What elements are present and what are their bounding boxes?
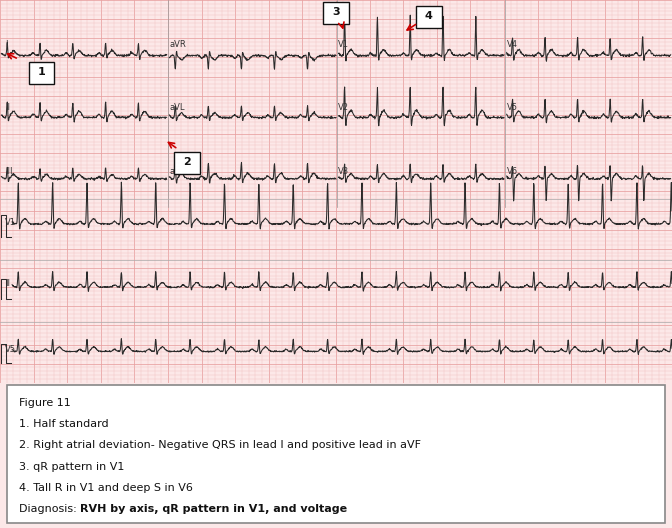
Text: 2. Right atrial deviation- Negative QRS in lead I and positive lead in aVF: 2. Right atrial deviation- Negative QRS … xyxy=(19,440,421,450)
Text: 4. Tall R in V1 and deep S in V6: 4. Tall R in V1 and deep S in V6 xyxy=(19,483,192,493)
Bar xyxy=(174,152,200,174)
Text: aVF: aVF xyxy=(169,166,185,175)
Text: 1. Half standard: 1. Half standard xyxy=(19,419,108,429)
Text: V1: V1 xyxy=(5,218,16,227)
Bar xyxy=(416,6,442,29)
Text: V3: V3 xyxy=(338,166,349,175)
Text: RVH by axis, qR pattern in V1, and voltage: RVH by axis, qR pattern in V1, and volta… xyxy=(80,504,347,514)
Text: I: I xyxy=(5,40,8,49)
Bar xyxy=(29,62,54,84)
Text: III: III xyxy=(5,166,13,175)
Text: aVR: aVR xyxy=(169,40,186,49)
Text: 3: 3 xyxy=(332,7,340,17)
Text: 4: 4 xyxy=(425,11,433,21)
Bar xyxy=(323,2,349,24)
Text: V2: V2 xyxy=(338,103,349,112)
Text: V6: V6 xyxy=(507,166,519,175)
Text: II: II xyxy=(5,279,10,288)
Text: V1: V1 xyxy=(338,40,349,49)
Text: 1: 1 xyxy=(38,67,46,77)
Text: aVL: aVL xyxy=(169,103,185,112)
Text: Figure 11: Figure 11 xyxy=(19,398,71,408)
Text: 2: 2 xyxy=(183,156,191,166)
Text: II: II xyxy=(5,103,10,112)
Text: V5: V5 xyxy=(507,103,518,112)
Text: V5: V5 xyxy=(5,344,16,354)
Text: V4: V4 xyxy=(507,40,518,49)
Text: 3. qR pattern in V1: 3. qR pattern in V1 xyxy=(19,461,124,472)
Text: Diagnosis:: Diagnosis: xyxy=(19,504,80,514)
